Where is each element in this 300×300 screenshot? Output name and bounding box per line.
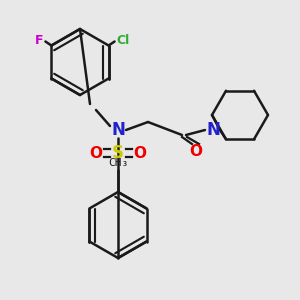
Text: N: N: [206, 121, 220, 139]
Text: F: F: [35, 34, 44, 47]
Text: O: O: [190, 145, 202, 160]
Text: N: N: [111, 121, 125, 139]
Text: S: S: [112, 144, 124, 162]
Text: CH₃: CH₃: [108, 158, 128, 168]
Text: O: O: [89, 146, 103, 160]
Text: O: O: [134, 146, 146, 160]
Text: Cl: Cl: [117, 34, 130, 47]
